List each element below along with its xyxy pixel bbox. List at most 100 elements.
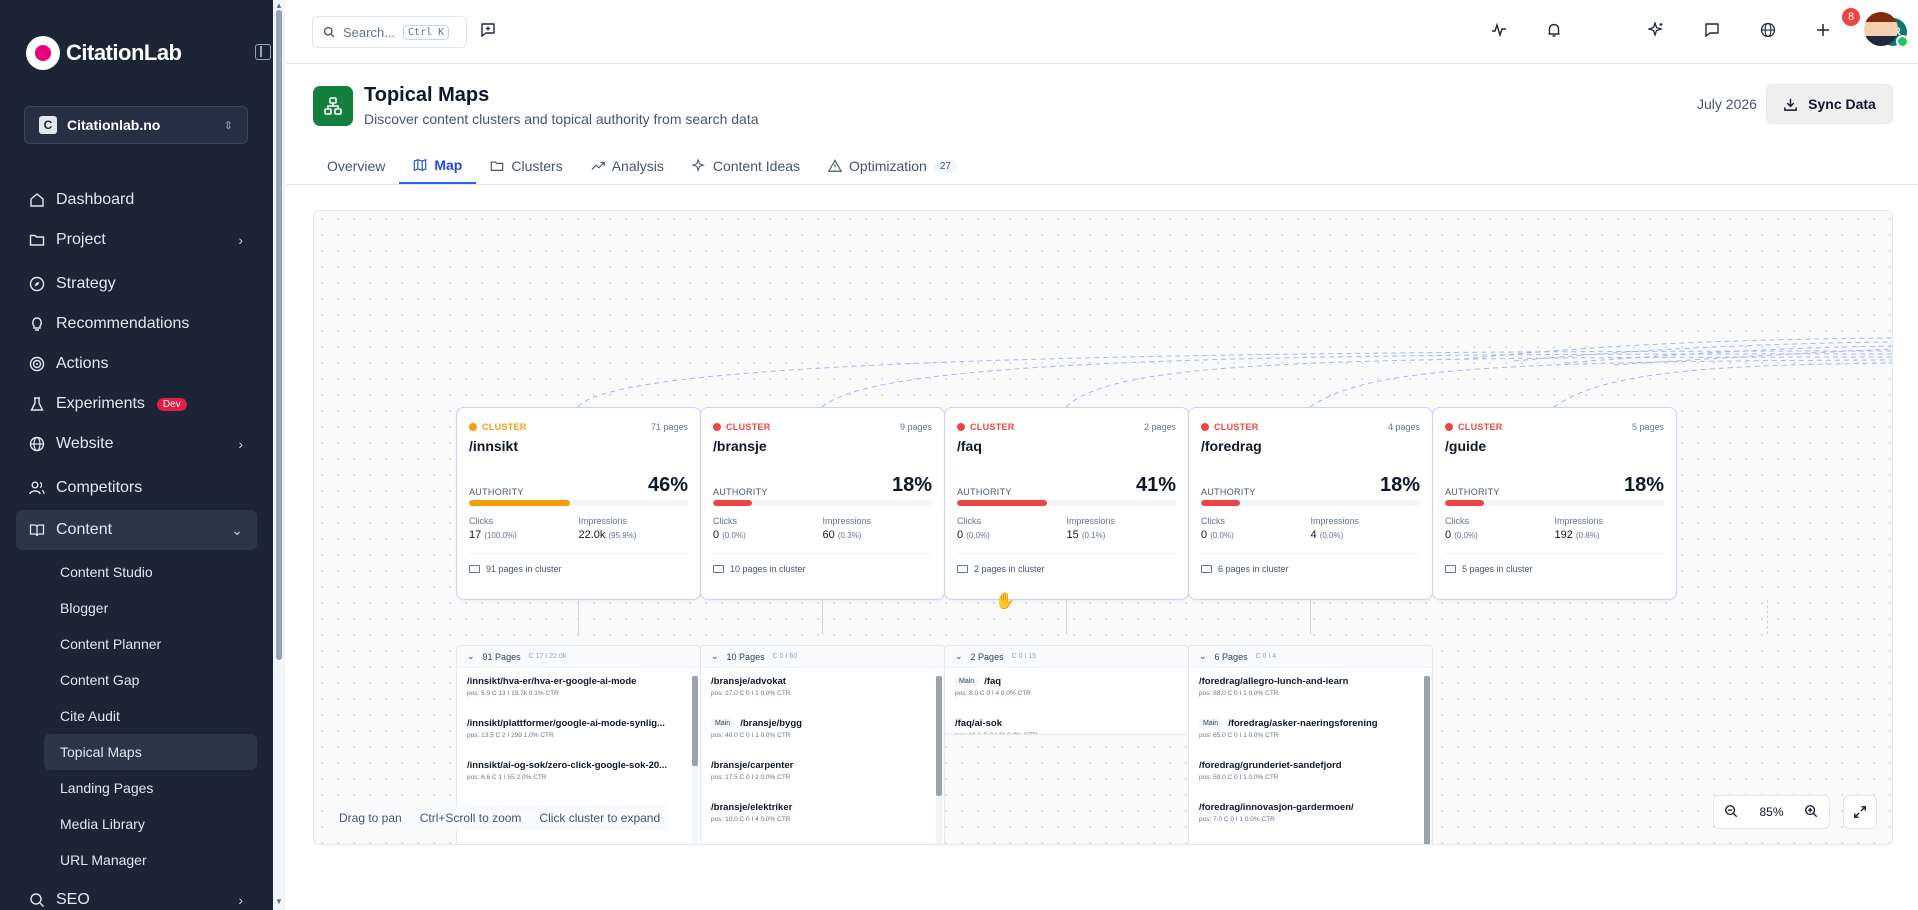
page-path: /innsikt/hva-er/hva-er-google-ai-mode <box>467 676 677 687</box>
plus-icon[interactable] <box>1813 20 1833 40</box>
brand-logo[interactable]: CitationLab <box>26 36 182 70</box>
cluster-pages-panel[interactable]: ⌄ 6 Pages C 0 I 4/foredrag/allegro-lunch-a… <box>1188 645 1433 844</box>
page-row[interactable]: Main/bransje/bygg pos: 40.0 C 0 I 1 0.0% … <box>701 710 944 752</box>
page-row[interactable]: /bransje/elektriker pos: 10.0 C 0 I 4 0.0… <box>701 794 944 836</box>
user-avatar[interactable] <box>1864 12 1898 46</box>
shortcut-hint: Ctrl K <box>403 24 450 40</box>
subnav-content-gap[interactable]: Content Gap <box>60 672 140 688</box>
page-url: /bransje/bygg <box>740 718 802 729</box>
search-input[interactable]: Search... Ctrl K <box>312 16 467 48</box>
tab-analysis[interactable]: Analysis <box>577 148 678 184</box>
feedback-icon[interactable] <box>478 20 498 40</box>
tab-optimization[interactable]: Optimization 27 <box>814 148 971 184</box>
authority-row: AUTHORITY 46% <box>469 474 688 497</box>
search-icon <box>323 26 335 38</box>
impressions-value: 15 (0.1%) <box>1067 529 1177 541</box>
subnav-cite-audit[interactable]: Cite Audit <box>60 708 120 724</box>
cluster-pages-panel[interactable]: ⌄ 2 Pages C 0 I 15 Main/faq pos: 8.0 C 0 I 4… <box>944 645 1189 735</box>
sparkles-icon[interactable] <box>1646 20 1666 40</box>
page-url: /foredrag/innovasjon-gardermoen/ <box>1199 802 1354 813</box>
nav-competitors[interactable]: Competitors <box>16 468 257 508</box>
scrollbar-thumb[interactable] <box>692 676 698 766</box>
cluster-card[interactable]: CLUSTER 9 pages/bransje AUTHORITY 18% Clicks… <box>700 407 945 600</box>
tab-map[interactable]: Map <box>399 148 477 184</box>
pages-panel-scrollbar[interactable] <box>692 676 698 844</box>
cluster-card[interactable]: CLUSTER 5 pages/guide AUTHORITY 18% Clicks 0 … <box>1432 407 1677 600</box>
pages-panel-header[interactable]: ⌄ 2 Pages C 0 I 15 <box>945 646 1188 668</box>
page-url: /innsikt/plattformer/google-ai-mode-synl… <box>467 718 665 729</box>
tab-clusters[interactable]: Clusters <box>476 148 576 184</box>
collapse-sidebar-icon[interactable] <box>255 44 271 60</box>
page-path: /bransje/carpenter <box>711 760 921 771</box>
cluster-card[interactable]: CLUSTER 2 pages/faq AUTHORITY 41% Clicks 0 (0… <box>944 407 1189 600</box>
sync-data-button[interactable]: Sync Data <box>1766 84 1893 124</box>
scrollbar-thumb[interactable] <box>1424 676 1430 844</box>
subnav-content-studio[interactable]: Content Studio <box>60 564 153 580</box>
scroll-up-icon[interactable]: ▲ <box>275 1 283 10</box>
page-row[interactable]: /innsikt/plattformer/google-ai-mode-synl… <box>457 710 700 752</box>
language-globe-icon[interactable] <box>1758 20 1778 40</box>
nav-content[interactable]: Content ⌄ <box>16 510 257 550</box>
cluster-card[interactable]: CLUSTER 71 pages/innsikt AUTHORITY 46% Click… <box>456 407 701 600</box>
topical-map-canvas[interactable]: CLUSTER 71 pages/innsikt AUTHORITY 46% Click… <box>313 210 1893 845</box>
activity-icon[interactable] <box>1489 20 1509 40</box>
nav-recommendations[interactable]: Recommendations <box>16 304 257 344</box>
subnav-topical-maps[interactable]: Topical Maps <box>44 734 257 770</box>
pages-panel-scrollbar[interactable] <box>936 676 942 844</box>
page-row[interactable]: /innsikt/ai-og-sok/zero-click-google-sok… <box>457 752 700 794</box>
zoom-out-icon[interactable] <box>1724 804 1738 821</box>
date-range[interactable]: July 2026 <box>1697 96 1757 112</box>
page-row[interactable]: /innsikt/hva-er/hva-er-google-ai-mode pos… <box>457 668 700 710</box>
tab-overview[interactable]: Overview <box>313 148 399 184</box>
chat-icon[interactable] <box>1702 20 1722 40</box>
subnav-media-library[interactable]: Media Library <box>60 816 145 832</box>
topical-map-icon <box>313 86 353 126</box>
clicks-value: 0 (0.0%) <box>957 529 1067 541</box>
cluster-card-header: CLUSTER 2 pages <box>957 422 1176 432</box>
pages-panel-header[interactable]: ⌄ 6 Pages C 0 I 4 <box>1189 646 1432 668</box>
folder-icon <box>713 565 724 573</box>
tab-label: Map <box>434 157 463 173</box>
cluster-card[interactable]: CLUSTER 4 pages/foredrag AUTHORITY 18% Click… <box>1188 407 1433 600</box>
page-row[interactable]: /bransje/carpenter pos: 17.5 C 0 I 2 0.0%… <box>701 752 944 794</box>
page-row[interactable]: /foredrag/grunderiet-sandefjord pos: 59.0… <box>1189 752 1432 794</box>
page-row[interactable]: /faq/ai-sok pos: 11.1 C 0 I 11 0.0% CTR <box>945 710 1188 734</box>
page-row[interactable]: /foredrag/innovasjon-gardermoen/pos: 7.0… <box>1189 794 1432 836</box>
org-selector[interactable]: C Citationlab.no ⇕ <box>24 106 248 144</box>
pages-panel-header[interactable]: ⌄ 91 Pages C 17 I 22.0k <box>457 646 700 668</box>
cluster-pages-panel[interactable]: ⌄ 10 Pages C 0 I 60/bransje/advokat pos: 27… <box>700 645 945 844</box>
page-row[interactable]: /foredrag/allegro-lunch-and-learn pos: 88… <box>1189 668 1432 710</box>
nav-seo[interactable]: SEO › <box>16 880 257 910</box>
tab-content-ideas[interactable]: Content Ideas <box>678 148 814 184</box>
subnav-content-planner[interactable]: Content Planner <box>60 636 162 652</box>
scrollbar-thumb[interactable] <box>936 676 942 796</box>
clicks-value: 0 (0.0%) <box>1445 529 1555 541</box>
page-row[interactable]: Main/foredrag/asker-naeringsforening pos:… <box>1189 710 1432 752</box>
clicks-percent: (0.0%) <box>1454 531 1478 540</box>
cluster-stats: Clicks 0 (0.0%) Impressions 4 (0.0%) <box>1201 516 1420 541</box>
scrollbar-thumb[interactable] <box>276 10 282 660</box>
nav-project[interactable]: Project › <box>16 220 257 260</box>
pages-panel-scrollbar[interactable] <box>1424 676 1430 844</box>
nav-actions[interactable]: Actions <box>16 344 257 384</box>
authority-bar-fill <box>1445 500 1485 506</box>
page-row[interactable]: Main/faq pos: 8.0 C 0 I 4 0.0% CTR <box>945 668 1188 710</box>
zoom-in-icon[interactable] <box>1804 804 1818 821</box>
cluster-footer: 5 pages in cluster <box>1445 553 1664 574</box>
impressions-percent: (0.1%) <box>1081 531 1106 540</box>
clicks-number: 0 <box>713 529 720 541</box>
subnav-url-manager[interactable]: URL Manager <box>60 852 147 868</box>
nav-experiments[interactable]: Experiments Dev <box>16 384 257 424</box>
page-row[interactable]: /bransje/advokat pos: 27.0 C 0 I 1 0.0% C… <box>701 668 944 710</box>
sidebar-scrollbar[interactable]: ▲ ▼ <box>273 0 285 910</box>
pages-panel-header[interactable]: ⌄ 10 Pages C 0 I 60 <box>701 646 944 668</box>
subnav-blogger[interactable]: Blogger <box>60 600 109 616</box>
nav-website[interactable]: Website › <box>16 424 257 464</box>
nav-strategy[interactable]: Strategy <box>16 264 257 304</box>
cluster-name: /guide <box>1445 438 1487 454</box>
scroll-down-icon[interactable]: ▼ <box>275 897 283 906</box>
fullscreen-icon[interactable] <box>1843 795 1877 829</box>
bell-icon[interactable] <box>1544 20 1564 40</box>
nav-dashboard[interactable]: Dashboard <box>16 180 257 220</box>
subnav-landing-pages[interactable]: Landing Pages <box>60 780 154 796</box>
